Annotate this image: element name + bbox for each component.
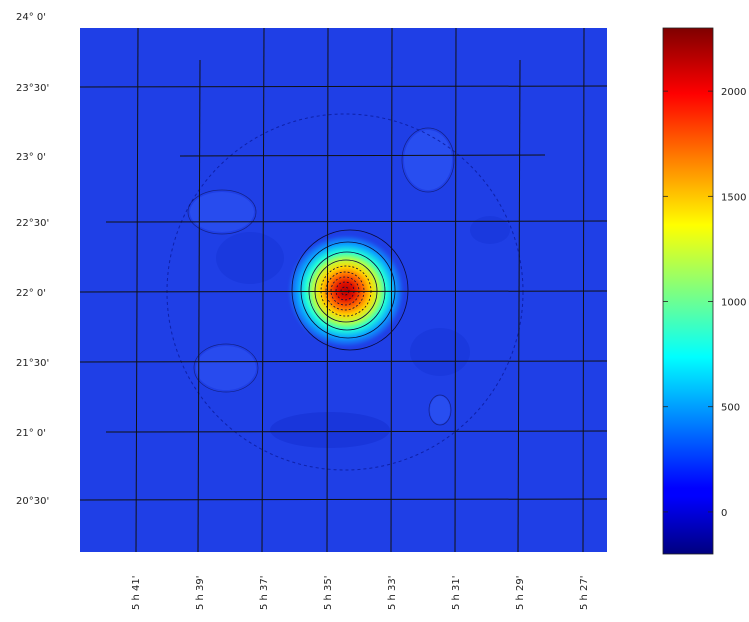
- map-field: [80, 28, 607, 552]
- grid-line-ra: [390, 28, 393, 552]
- x-tick-label: 5 h 37': [259, 575, 270, 610]
- noise-blob: [410, 328, 470, 376]
- grid-line-dec: [80, 290, 607, 293]
- colorbar-tick-label: 2000: [721, 87, 746, 98]
- x-tick-label: 5 h 27': [579, 575, 590, 610]
- noise-contour: [428, 394, 452, 426]
- x-tick-label: 5 h 31': [451, 575, 462, 610]
- y-tick-label: 22° 0': [16, 288, 46, 299]
- grid-line-dec: [179, 154, 546, 157]
- noise-contour: [193, 343, 259, 393]
- grid-line-ra: [517, 59, 521, 552]
- x-tick-label: 5 h 29': [515, 575, 526, 610]
- colorbar-tick-label: 0: [721, 508, 727, 519]
- y-tick-label: 22°30': [16, 218, 49, 229]
- colorbar-tick-label: 500: [721, 403, 740, 414]
- x-axis-ticks: 5 h 41' 5 h 39' 5 h 37' 5 h 35' 5 h 33' …: [131, 575, 590, 610]
- grid-line-dec: [80, 85, 607, 88]
- colorbar-gradient: [662, 27, 714, 555]
- y-tick-label: 24° 0': [16, 12, 46, 23]
- x-tick-label: 5 h 35': [323, 575, 334, 610]
- grid-line-ra: [582, 28, 585, 552]
- x-tick-label: 5 h 39': [195, 575, 206, 610]
- x-tick-label: 5 h 33': [387, 575, 398, 610]
- colorbar: 0 500 1000 1500 2000: [662, 27, 746, 555]
- noise-contour: [401, 127, 455, 193]
- noise-contour: [187, 189, 257, 235]
- grid-line-ra: [261, 28, 265, 552]
- colorbar-tick-label: 1000: [721, 298, 746, 309]
- noise-blob: [430, 396, 450, 424]
- y-tick-label: 21° 0': [16, 428, 46, 439]
- noise-blob: [470, 216, 510, 244]
- colorbar-ticks: 0 500 1000 1500 2000: [663, 87, 746, 519]
- noise-blob: [404, 130, 452, 190]
- x-tick-label: 5 h 41': [131, 575, 142, 610]
- noise-blob: [196, 346, 256, 390]
- source-contour: [300, 241, 396, 339]
- grid-line-dec: [80, 360, 607, 363]
- grid-line-ra: [326, 28, 329, 552]
- y-tick-label: 21°30': [16, 358, 49, 369]
- grid-line-dec: [80, 498, 607, 501]
- source-contour: [291, 229, 409, 351]
- coordinate-grid: [80, 28, 607, 552]
- grid-line-dec: [105, 220, 607, 223]
- y-tick-label: 23°30': [16, 83, 49, 94]
- grid-line-dec: [105, 430, 607, 433]
- y-tick-label: 20°30': [16, 496, 49, 507]
- noise-blob: [270, 412, 390, 448]
- noise-blob: [216, 232, 284, 284]
- grid-line-ra: [454, 28, 457, 552]
- y-tick-label: 23° 0': [16, 152, 46, 163]
- grid-line-ra: [197, 59, 201, 552]
- y-axis-ticks: 24° 0' 23°30' 23° 0' 22°30' 22° 0' 21°30…: [16, 12, 49, 507]
- grid-line-ra: [135, 28, 139, 552]
- colorbar-tick-label: 1500: [721, 192, 746, 203]
